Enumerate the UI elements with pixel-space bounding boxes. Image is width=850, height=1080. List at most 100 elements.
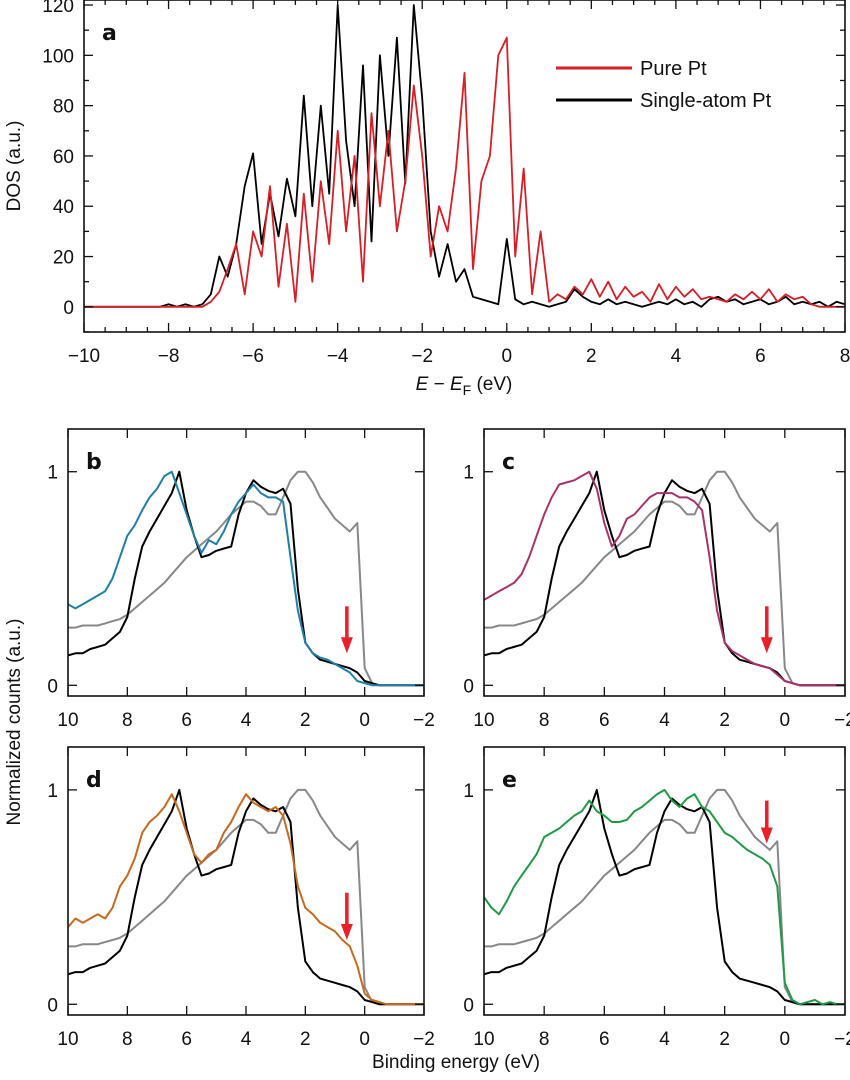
series-line-0 [68,470,424,687]
x-tick-label: 0 [501,346,512,367]
series-line-0 [484,470,845,687]
y-tick-label: 0 [463,676,474,697]
x-tick-label: 4 [659,1029,670,1050]
legend: Pure Pt Single-atom Pt [556,58,772,112]
x-label-e: E [416,374,429,395]
x-tick-label: 6 [181,710,192,731]
x-tick-label: 6 [599,710,610,731]
x-tick-label: 8 [840,346,850,367]
series-line-1 [68,788,424,1006]
x-tick-label: 8 [539,1029,550,1050]
x-tick-label: 0 [359,710,370,731]
x-tick-label: −10 [68,346,100,367]
series-line-2 [68,470,424,687]
panel-c: 10 8 6 4 2 0 −2 0 1 c [463,428,850,731]
x-tick-label: 0 [359,1029,370,1050]
x-tick-label: 0 [780,1029,791,1050]
y-tick-label: 0 [63,298,74,319]
series-group [84,4,845,308]
x-tick-label: 2 [300,1029,311,1050]
series-group [68,470,424,687]
panel-label: e [502,768,517,793]
series-line-2 [68,793,424,1006]
panel-label: d [86,768,102,793]
y-tick-label: 0 [463,995,474,1016]
x-tick-label: 8 [122,710,133,731]
x-label-sub: F [463,382,472,398]
x-axis-label: E − EF (eV) [416,374,513,398]
series-line-1 [484,470,845,687]
y-tick-label: 40 [53,197,74,218]
x-tick-label: 4 [671,346,682,367]
x-tick-label: −8 [158,346,180,367]
y-tick-label: 1 [47,781,58,802]
x-tick-label: 10 [473,1029,494,1050]
x-label-unit: (eV) [471,374,512,395]
red-arrow-head [340,637,353,654]
panel-e: 10 8 6 4 2 0 −2 0 1 e [463,746,850,1050]
y-tick-label: 80 [53,97,74,118]
plot-frame [67,428,425,697]
y-tick-label: 20 [53,248,74,269]
x-tick-label: 0 [780,710,791,731]
x-tick-label: −2 [834,710,850,731]
series-line-2 [484,788,845,1006]
x-tick-label: 8 [122,1029,133,1050]
series-line-2 [484,470,845,687]
x-tick-label: 10 [57,710,78,731]
x-tick-label: −2 [411,346,433,367]
binding-energy-label: Binding energy (eV) [372,1052,540,1073]
normalized-counts-label: Normalized counts (a.u.) [4,619,25,826]
series-line-pure-pt [84,36,845,308]
y-tick-label: 120 [42,0,74,17]
y-tick-label: 1 [463,463,474,484]
x-tick-label: −2 [834,1029,850,1050]
y-tick-label: 60 [53,147,74,168]
x-tick-label: 10 [57,1029,78,1050]
plot-frame [83,0,846,333]
panel-d: 10 8 6 4 2 0 −2 0 1 d [47,746,435,1050]
x-label-e2: E [450,374,463,395]
y-tick-label: 0 [47,995,58,1016]
y-tick-label: 1 [47,463,58,484]
plot-frame [483,428,846,697]
x-tick-label: −2 [413,1029,435,1050]
series-line-single-atom-pt [84,4,845,308]
plot-frame [483,746,846,1016]
red-arrow-head [760,637,773,654]
x-tick-label: 2 [586,346,597,367]
x-label-minus: − [428,374,450,395]
legend-label: Pure Pt [640,58,707,80]
series-line-0 [484,788,845,1006]
y-tick-label: 100 [42,46,74,67]
x-tick-label: 4 [659,710,670,731]
series-line-1 [484,788,845,1006]
x-tick-label: −2 [413,710,435,731]
panel-label: a [102,21,117,46]
panel-b: 10 8 6 4 2 0 −2 0 1 b [47,428,435,731]
x-tick-label: 6 [599,1029,610,1050]
series-group [484,470,845,687]
x-tick-label: 10 [473,710,494,731]
series-group [68,788,424,1006]
x-tick-label: 6 [181,1029,192,1050]
x-tick-label: −6 [242,346,264,367]
series-line-0 [68,788,424,1006]
y-axis-label: DOS (a.u.) [4,121,25,212]
x-tick-label: 2 [719,1029,730,1050]
red-arrow-head [760,827,773,844]
legend-label: Single-atom Pt [640,90,772,112]
y-tick-label: 0 [47,676,58,697]
series-line-1 [68,470,424,687]
plot-frame [67,746,425,1016]
x-tick-label: 4 [241,710,252,731]
x-tick-label: −4 [327,346,349,367]
panel-label: b [86,450,102,475]
x-tick-label: 8 [539,710,550,731]
y-tick-label: 1 [463,781,474,802]
x-tick-label: 6 [755,346,766,367]
x-tick-label: 4 [241,1029,252,1050]
panel-label: c [502,450,515,475]
